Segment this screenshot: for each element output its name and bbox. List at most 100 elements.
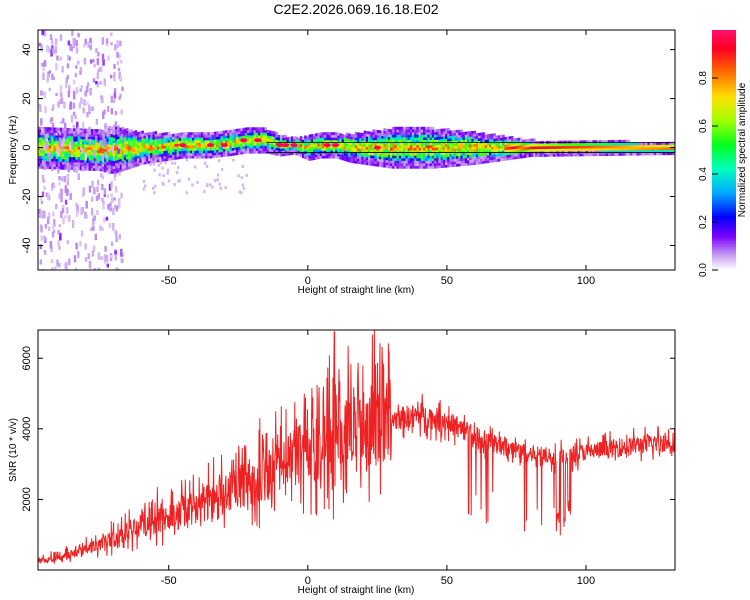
spectrogram-cell (229, 135, 232, 138)
spectrogram-cell (205, 137, 208, 141)
spectrogram-cell (590, 153, 593, 157)
spectrogram-cell (108, 136, 111, 140)
spectrogram-cell (398, 158, 402, 161)
spectrogram-noise-cell (109, 202, 112, 207)
spectrogram-cell (449, 135, 452, 139)
spectrogram-cell (396, 150, 400, 154)
spectrogram-cell (79, 138, 83, 142)
spectrogram-cell (445, 143, 448, 147)
spectrogram-cell (610, 150, 613, 154)
spectrogram-cell (88, 165, 92, 169)
spectrogram-cell (341, 152, 345, 156)
spectrogram-cell (275, 147, 279, 151)
spectrogram-cell (90, 131, 94, 135)
spectrogram-cell (427, 134, 430, 138)
spectrogram-cell (449, 130, 452, 134)
spectrogram-cell (643, 142, 646, 146)
spectrogram-cell (183, 137, 186, 141)
spectrogram-cell (467, 149, 470, 153)
spectrogram-noise-cell (73, 165, 76, 172)
spectrogram-cell (84, 131, 87, 135)
spectrogram-cell (165, 150, 169, 154)
spectrogram-cell (561, 140, 565, 144)
spectrogram-noise-cell (44, 105, 47, 113)
spectrogram-cell (383, 133, 386, 137)
spectrogram-cell (238, 151, 241, 155)
spectrogram-cell (115, 136, 118, 140)
spectrogram-cell (484, 160, 488, 164)
spectrogram-cell (530, 151, 534, 155)
spectrogram-cell (196, 137, 199, 141)
spectrogram-cell (315, 154, 318, 157)
spectrogram-cell (464, 162, 468, 166)
spectrogram-cell (414, 145, 417, 148)
spectrogram-cell (535, 146, 538, 150)
spectrogram-cell (119, 138, 122, 141)
spectrogram-cell (121, 147, 125, 151)
spectrogram-noise-cell (52, 211, 55, 217)
spectrogram-noise-cell (88, 261, 92, 268)
spectrogram-cell (519, 147, 523, 151)
spectrogram-cell (354, 142, 358, 146)
spectrogram-cell (71, 133, 74, 137)
spectrogram-cell (484, 157, 488, 161)
spectrogram-cell (387, 157, 391, 161)
spectrogram-cell (585, 153, 589, 157)
spectrogram-cell (392, 160, 395, 164)
spectrogram-cell (449, 153, 452, 157)
spectrogram-cell (99, 132, 103, 135)
spectrogram-cell (240, 128, 243, 132)
spectrogram-cell (376, 132, 380, 136)
spectrogram-cell (381, 143, 384, 147)
spectrogram-cell (449, 133, 452, 136)
spectrogram-cell (262, 148, 265, 151)
spectrogram-cell (46, 127, 50, 131)
spectrogram-cell (174, 149, 177, 152)
spectrogram-cell (638, 144, 642, 148)
spectrogram-noise-cell (107, 55, 110, 61)
spectrogram-cell (227, 140, 230, 144)
spectrogram-cell (662, 141, 666, 145)
spectrogram-cell (489, 157, 492, 161)
spectrogram-noise-cell (83, 43, 86, 48)
spectrogram-cell (163, 132, 166, 136)
spectrogram-cell (207, 132, 210, 136)
spectrogram-cell (363, 135, 367, 139)
spectrogram-cell (306, 149, 309, 153)
spectrogram-cell (82, 162, 85, 166)
spectrogram-cell (123, 134, 127, 137)
spectrogram-cell (143, 151, 147, 154)
spectrogram-cell (97, 165, 100, 169)
spectrogram-cell (383, 143, 386, 147)
spectrogram-cell (405, 158, 408, 161)
spectrogram-cell (447, 159, 450, 163)
spectrogram-cell (456, 161, 459, 164)
spectrogram-cell (581, 148, 584, 152)
spectrogram-cell (625, 152, 628, 156)
spectrogram-cell (407, 163, 411, 167)
spectrogram-cell (607, 145, 611, 149)
spectrogram-cell (392, 152, 395, 156)
spectrogram-cell (618, 139, 622, 143)
spectrogram-cell (458, 147, 461, 151)
spectrogram-cell (469, 159, 472, 163)
spectrogram-cell (240, 146, 243, 150)
spectrogram-cell (392, 126, 395, 130)
spectrogram-cell (302, 142, 305, 146)
spectrogram-noise-cell (87, 82, 90, 87)
spectrogram-cell (537, 146, 540, 150)
spectrogram-cell (255, 150, 259, 154)
spectrogram-cell (489, 136, 492, 140)
spectrogram-cell (460, 160, 463, 164)
spectrogram-cell (359, 132, 362, 136)
spectrogram-cell (203, 155, 206, 159)
spectrogram-cell (458, 132, 461, 136)
spectrogram-cell (667, 144, 670, 148)
spectrogram-cell (187, 137, 191, 141)
spectrogram-cell (572, 140, 576, 144)
spectrogram-cell (416, 163, 419, 167)
spectrogram-cell (194, 132, 197, 136)
spectrogram-cell (150, 150, 153, 153)
spectrogram-cell (429, 142, 433, 146)
spectrogram-cell (442, 162, 446, 166)
